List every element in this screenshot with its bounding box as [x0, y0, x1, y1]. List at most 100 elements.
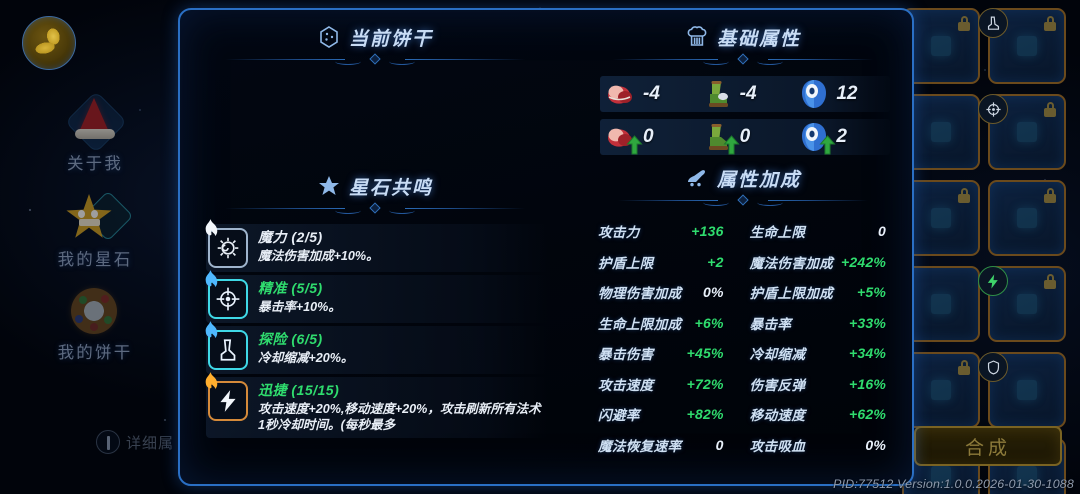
lock-icon [1044, 274, 1056, 289]
resonance-name: 探险 [258, 331, 287, 347]
stat-value: 0% [703, 284, 724, 301]
inventory-slot[interactable] [988, 94, 1066, 170]
base-growth-value: 0 [739, 126, 751, 147]
stat-row: 生命上限加成 +6% [590, 308, 736, 339]
stat-row: 物理伤害加成 0% [590, 277, 736, 308]
resonance-level: (2/5) [291, 229, 323, 245]
list-item-text: 精准 (5/5) 暴击率+10%。 [258, 279, 542, 315]
stat-value: 0 [715, 436, 724, 453]
stat-key: 生命上限加成 [598, 316, 682, 332]
stat-key: 移动速度 [749, 408, 806, 424]
base-stat-value: -4 [643, 83, 660, 104]
stat-row: 攻击速度 +72% [590, 369, 736, 400]
lightning-badge-icon[interactable] [978, 266, 1008, 296]
stat-value: +34% [849, 345, 886, 362]
boot-badge-icon[interactable] [978, 8, 1008, 38]
version-label: PID:77512 Version:1.0.0.2026-01-30-1088 [833, 477, 1074, 491]
bird-glyph [25, 22, 73, 64]
stat-row: 闪避率 +82% [590, 399, 736, 430]
panel-left-column: 当前饼干 星石共鸣 [180, 10, 570, 484]
list-item[interactable]: 迅捷 (15/15) 攻击速度+20%,移动速度+20%，攻击刷新所有法术1秒冷… [205, 372, 548, 439]
resonance-level: (6/5) [291, 331, 323, 347]
fist-icon [604, 77, 638, 111]
inventory-slot[interactable] [988, 180, 1066, 256]
star-icon [317, 174, 341, 198]
stat-row: 魔法恢复速率 0 [590, 430, 736, 461]
crosshair-icon [205, 270, 248, 319]
stat-row: 攻击力 +136 [590, 216, 736, 247]
stat-key: 攻击吸血 [749, 438, 806, 454]
santa-hat-icon [64, 90, 128, 154]
panel-right-column: 基础属性 [570, 10, 912, 484]
stat-key: 闪避率 [598, 408, 640, 424]
base-stat-speed: -4 [697, 77, 794, 111]
stat-row: 护盾上限 +2 [590, 247, 736, 278]
sidebar-item-about-me[interactable]: 关于我 [0, 90, 190, 174]
resonance-name: 迅捷 [258, 382, 287, 398]
stat-value: +45% [686, 345, 724, 362]
stat-key: 冷却缩减 [749, 347, 806, 363]
magic-sun-icon [205, 219, 248, 268]
inventory-slot[interactable] [988, 352, 1066, 428]
resonance-desc: 攻击速度+20%,移动速度+20%，攻击刷新所有法术1秒冷却时间。(每秒最多 [258, 401, 541, 433]
detail-attributes-button[interactable]: 详细属 [96, 430, 174, 454]
star-resonance-list: 魔力 (2/5) 魔法伤害加成+10%。 [205, 219, 548, 439]
base-stat-defense: 12 [793, 77, 890, 111]
stat-row: 暴击率 +33% [742, 308, 898, 339]
stat-key: 攻击速度 [598, 377, 654, 393]
resonance-desc: 暴击率+10%。 [258, 299, 341, 314]
stat-key: 魔法恢复速率 [598, 438, 682, 454]
divider-star-resonance [225, 202, 525, 216]
shield-badge-icon[interactable] [978, 352, 1008, 382]
cookie-hex-icon [317, 25, 341, 49]
up-arrow-icon [626, 135, 643, 155]
resonance-name: 精准 [258, 280, 287, 296]
boot-green-icon [701, 77, 735, 111]
cookie-icon [66, 285, 124, 337]
bird-avatar-icon[interactable] [22, 16, 76, 70]
stat-value: +5% [856, 284, 886, 301]
resonance-desc: 冷却缩减+20%。 [258, 350, 354, 365]
sidebar-item-my-stargem[interactable]: 我的星石 [0, 190, 190, 270]
stat-value: +2 [707, 253, 724, 270]
left-navigation: 关于我 我的星石 我的饼干 详细属 [0, 0, 190, 494]
inventory-slot[interactable] [902, 180, 980, 256]
divider-base-attr [613, 53, 873, 67]
resonance-level: (15/15) [291, 382, 340, 398]
stat-key: 伤害反弹 [749, 377, 806, 393]
boot-icon [205, 321, 248, 370]
resonance-desc: 魔法伤害加成+10%。 [258, 248, 379, 263]
stat-value: +242% [841, 253, 886, 270]
synth-button[interactable]: 合成 [914, 426, 1062, 466]
stat-key: 护盾上限加成 [749, 286, 834, 302]
current-cookie-empty-area[interactable] [180, 67, 570, 171]
stat-value: +136 [691, 223, 724, 240]
list-item[interactable]: 魔力 (2/5) 魔法伤害加成+10%。 [205, 219, 548, 272]
lock-icon [1044, 16, 1056, 31]
stat-row: 移动速度 +62% [742, 399, 898, 430]
list-item-text: 魔力 (2/5) 魔法伤害加成+10%。 [258, 228, 542, 264]
list-item[interactable]: 探险 (6/5) 冷却缩减+20%。 [205, 321, 548, 374]
inventory-column-right [988, 8, 1066, 494]
stat-value: +33% [849, 314, 886, 331]
divider-attr-bonus [618, 194, 868, 208]
inventory-slot[interactable] [902, 266, 980, 342]
lock-icon [958, 188, 970, 203]
crosshair-badge-icon[interactable] [978, 94, 1008, 124]
stat-value: +62% [849, 406, 886, 423]
stat-row: 攻击吸血 0% [742, 430, 898, 461]
gold-star-icon [62, 190, 134, 244]
lock-icon [1044, 102, 1056, 117]
stat-value: +82% [686, 406, 724, 423]
base-stat-value: -4 [739, 83, 757, 104]
stat-key: 生命上限 [749, 225, 806, 241]
stat-value: 0% [865, 436, 886, 453]
sidebar-item-my-cookie[interactable]: 我的饼干 [0, 285, 190, 363]
list-item-text: 探险 (6/5) 冷却缩减+20%。 [258, 330, 542, 366]
stat-key: 魔法伤害加成 [749, 255, 834, 271]
info-icon [96, 430, 120, 454]
list-item[interactable]: 精准 (5/5) 暴击率+10%。 [205, 270, 548, 323]
stat-value: 0 [878, 223, 886, 240]
base-attributes: -4 -4 [600, 76, 890, 155]
up-arrow-icon [819, 135, 836, 155]
